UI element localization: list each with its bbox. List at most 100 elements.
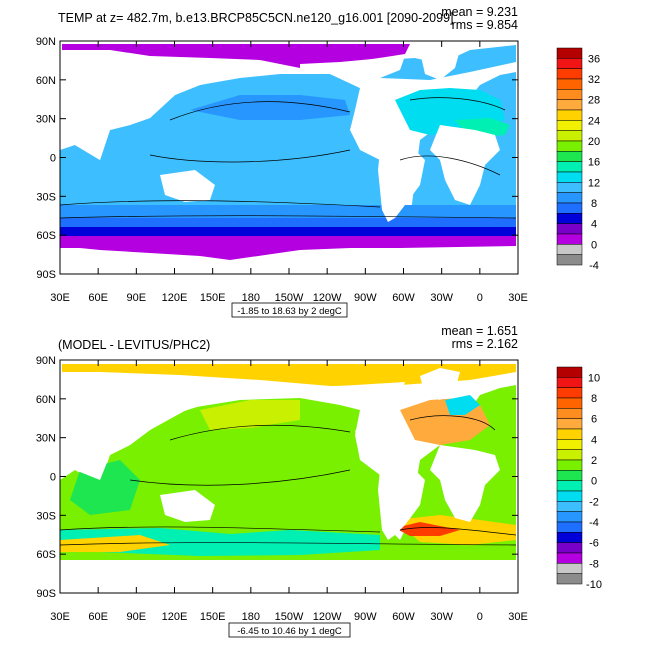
colorbar-swatch — [556, 418, 583, 430]
panel2-contour-3 — [59, 526, 381, 533]
y-tick-label: 90N — [36, 36, 56, 48]
panel1-contour-4 — [59, 215, 517, 219]
colorbar-label: 20 — [588, 136, 600, 148]
colorbar-label: -4 — [589, 517, 599, 529]
colorbar-swatch — [556, 501, 583, 512]
panel1-contour-1 — [169, 101, 351, 121]
x-tick-label: 180 — [242, 292, 260, 304]
panel1-colorbar: 36 32 28 24 20 16 12 8 4 0 -4 — [556, 47, 600, 272]
panel2-land-centralam — [355, 430, 395, 470]
panel2-contour-6 — [399, 527, 517, 536]
colorbar-swatch — [556, 182, 583, 193]
x-tick-label: 180 — [242, 611, 260, 623]
panel1-contours — [59, 97, 517, 219]
colorbar-label: 0 — [591, 476, 597, 488]
x-tick-label: 90E — [127, 292, 147, 304]
colorbar-swatch — [556, 542, 583, 554]
panel2-land-antarctica — [60, 562, 516, 593]
panel2-range-label: -6.45 to 10.46 by 1 degC — [237, 626, 342, 637]
y-tick-label: 30N — [36, 433, 56, 445]
y-tick-label: 30S — [36, 191, 56, 203]
colorbar-swatch — [556, 244, 583, 255]
panel2-contour-4 — [59, 542, 517, 546]
colorbar-swatch — [556, 552, 583, 564]
panel1-contour-3 — [59, 200, 381, 208]
colorbar-label: 4 — [591, 219, 597, 231]
panel1-mean: mean = 9.231 — [441, 5, 518, 19]
panel2-xticks: 30E 60E 90E 120E 150E 180 150W 120W 90W 60W 30W 0 30… — [50, 360, 528, 623]
colorbar-swatch — [556, 171, 583, 183]
panel1-band-2 — [60, 218, 516, 228]
colorbar-label: 10 — [588, 372, 600, 384]
colorbar-swatch — [556, 130, 583, 142]
panel2-land-africa — [430, 445, 500, 522]
panel2-contour-5 — [409, 415, 496, 431]
x-tick-label: 120W — [313, 611, 342, 623]
colorbar-swatch — [556, 223, 583, 235]
x-tick-label: 60W — [392, 292, 415, 304]
y-tick-label: 0 — [50, 472, 56, 484]
colorbar-swatch — [556, 120, 583, 131]
panel2-land-greenland — [420, 368, 460, 400]
y-tick-label: 0 — [50, 153, 56, 165]
panel1-land-samerica — [378, 145, 425, 222]
panel1-land-namerica — [300, 56, 405, 100]
panel1-arctic-fill — [62, 44, 410, 68]
panel2-contours — [59, 415, 517, 546]
panel1-yticks: 90N 60N 30N 0 30S 60S 90S — [36, 36, 518, 281]
panel1-band-3 — [60, 227, 516, 237]
colorbar-swatch — [556, 99, 583, 111]
y-tick-label: 30N — [36, 114, 56, 126]
colorbar-swatch — [556, 428, 583, 440]
panel1-xticks: 30E 60E 90E 120E 150E 180 150W 120W 90W 60W 30W 0 30… — [50, 41, 528, 304]
colorbar-label: 8 — [591, 198, 597, 210]
panel2-range-box — [228, 622, 351, 638]
colorbar-swatch — [556, 449, 583, 461]
colorbar-swatch — [556, 490, 583, 502]
panel-top: TEMP at z= 482.7m, b.e13.BRCP85C5CN.ne12… — [36, 5, 600, 318]
colorbar-swatch — [556, 511, 583, 523]
x-tick-label: 0 — [477, 611, 483, 623]
panel2-ocean-natl-cold — [445, 395, 480, 415]
x-tick-label: 30E — [508, 611, 528, 623]
y-tick-label: 60S — [36, 549, 56, 561]
colorbar-swatch — [556, 377, 583, 388]
panel2-title: (MODEL - LEVITUS/PHC2) — [58, 338, 210, 352]
colorbar-swatch — [556, 58, 583, 69]
panel-bottom: (MODEL - LEVITUS/PHC2) mean = 1.651 rms … — [36, 324, 602, 638]
panel1-land-centralam — [355, 110, 395, 150]
panel1-band-1 — [60, 205, 516, 219]
panel1-land-asia — [60, 52, 240, 160]
colorbar-label: 32 — [588, 74, 600, 86]
colorbar-swatch — [556, 254, 583, 266]
colorbar-label: 8 — [591, 393, 597, 405]
colorbar-swatch — [556, 151, 583, 162]
panel2-ocean-hot — [395, 522, 460, 536]
x-tick-label: 30E — [50, 292, 70, 304]
panel1-title: TEMP at z= 482.7m, b.e13.BRCP85C5CN.ne12… — [58, 11, 454, 25]
panel2-field — [60, 364, 516, 593]
panel1-range-box — [231, 302, 348, 318]
panel1-contour-2 — [149, 149, 351, 163]
panel2-rms: rms = 2.162 — [452, 337, 518, 351]
colorbar-swatch — [556, 459, 583, 471]
panel2-land-samerica — [378, 465, 425, 540]
colorbar-swatch — [556, 387, 583, 399]
colorbar-swatch — [556, 366, 583, 378]
colorbar-swatch — [556, 213, 583, 224]
colorbar-swatch — [556, 192, 583, 204]
x-tick-label: 60W — [392, 611, 415, 623]
panel2-land-asia — [60, 376, 240, 480]
colorbar-label: 36 — [588, 53, 600, 65]
x-tick-label: 120E — [162, 611, 188, 623]
x-tick-label: 0 — [477, 292, 483, 304]
colorbar-swatch — [556, 47, 583, 59]
colorbar-swatch — [556, 470, 583, 481]
colorbar-label: 2 — [591, 455, 597, 467]
colorbar-label: -2 — [589, 496, 599, 508]
colorbar-swatch — [556, 408, 583, 419]
colorbar-swatch — [556, 397, 583, 409]
colorbar-swatch — [556, 439, 583, 450]
x-tick-label: 90W — [354, 611, 377, 623]
x-tick-label: 60E — [88, 611, 108, 623]
